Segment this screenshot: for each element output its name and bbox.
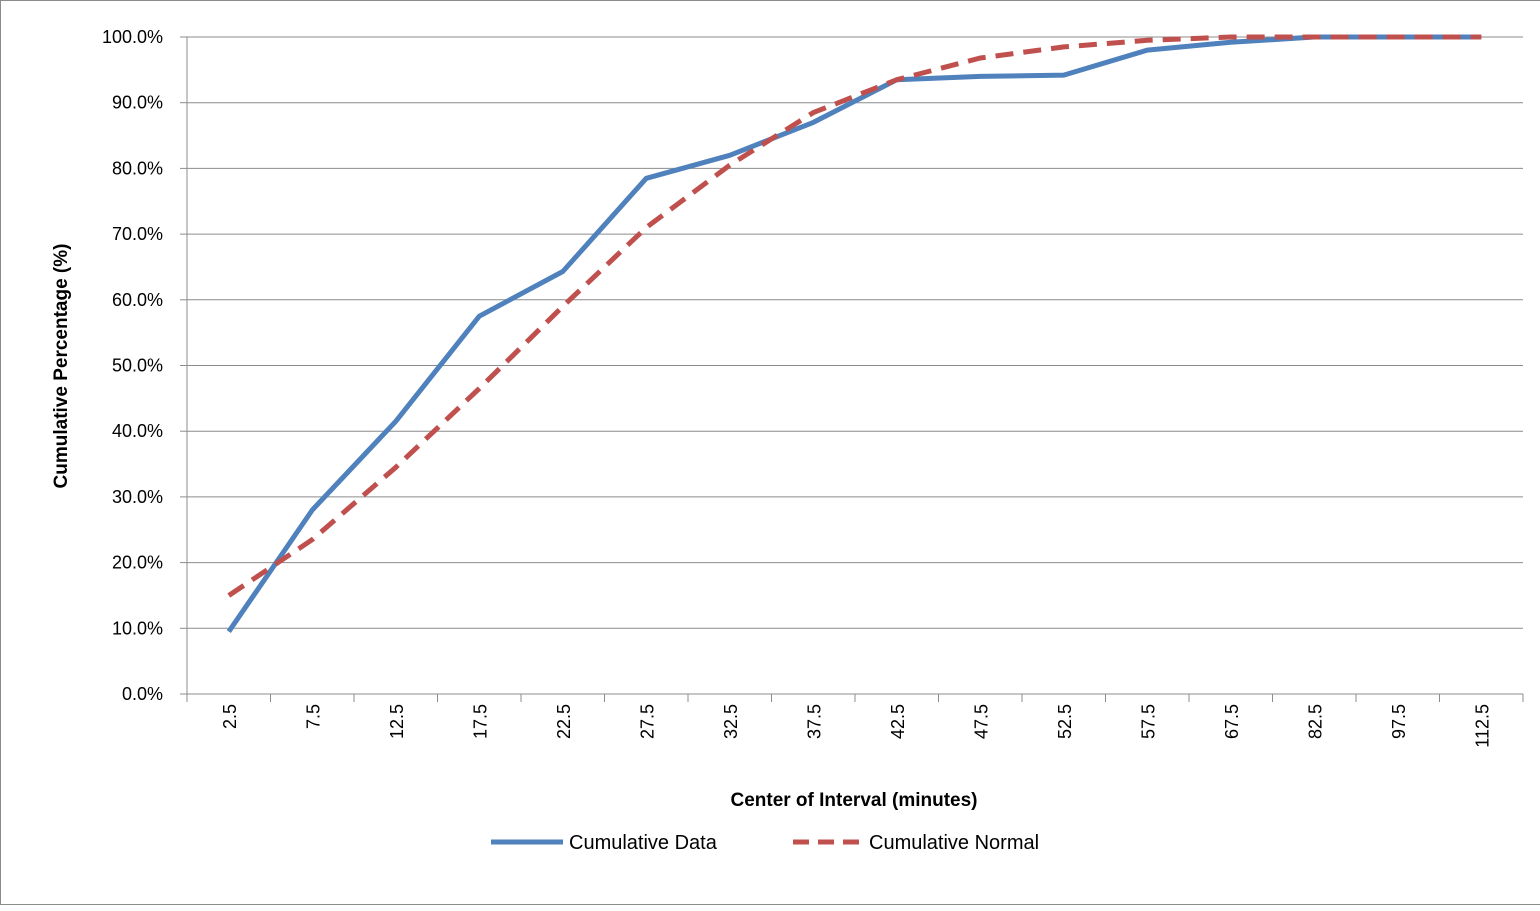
y-tick-label: 10.0%: [112, 618, 163, 638]
y-tick-label: 0.0%: [122, 684, 163, 704]
x-tick-label: 57.5: [1138, 704, 1158, 739]
y-tick-label: 30.0%: [112, 487, 163, 507]
x-tick-label: 2.5: [220, 704, 240, 729]
x-tick-label: 12.5: [387, 704, 407, 739]
y-tick-label: 100.0%: [102, 27, 163, 47]
y-axis-title: Cumulative Percentage (%): [51, 244, 72, 489]
x-tick-label: 52.5: [1055, 704, 1075, 739]
y-tick-label: 40.0%: [112, 421, 163, 441]
y-tick-labels: 0.0% 10.0% 20.0% 30.0% 40.0% 50.0% 60.0% 70.0% 8…: [102, 27, 163, 704]
legend: Cumulative Data Cumulative Normal: [491, 832, 1039, 854]
y-tick-label: 80.0%: [112, 158, 163, 178]
y-tick-label: 70.0%: [112, 224, 163, 244]
x-axis-title: Center of Interval (minutes): [730, 790, 977, 811]
y-tick-label: 20.0%: [112, 553, 163, 573]
x-tick-label: 82.5: [1305, 704, 1325, 739]
axes: [180, 36, 1524, 702]
x-tick-label: 37.5: [804, 704, 824, 739]
y-tick-label: 50.0%: [112, 356, 163, 376]
legend-label-cumulative-data: Cumulative Data: [569, 832, 718, 854]
x-tick-label: 97.5: [1389, 704, 1409, 739]
gridlines: [187, 36, 1523, 629]
x-tick-labels: 2.5 7.5 12.5 17.5 22.5 27.5 32.5 37.5 42.5 47.5 52…: [220, 704, 1493, 748]
x-tick-label: 42.5: [888, 704, 908, 739]
series-line-cumulative-data: [226, 34, 1482, 634]
x-tick-label: 32.5: [721, 704, 741, 739]
x-tick-label: 22.5: [554, 704, 574, 739]
legend-label-cumulative-normal: Cumulative Normal: [869, 832, 1039, 854]
x-tick-label: 112.5: [1472, 704, 1492, 748]
y-tick-label: 90.0%: [112, 93, 163, 113]
y-tick-label: 60.0%: [112, 290, 163, 310]
x-tick-label: 47.5: [971, 704, 991, 739]
series-lines: [226, 34, 1482, 634]
x-tick-label: 7.5: [303, 704, 323, 729]
series-line-cumulative-normal: [227, 34, 1482, 598]
x-tick-label: 17.5: [470, 704, 490, 739]
x-tick-label: 27.5: [637, 704, 657, 739]
x-tick-label: 67.5: [1222, 704, 1242, 739]
